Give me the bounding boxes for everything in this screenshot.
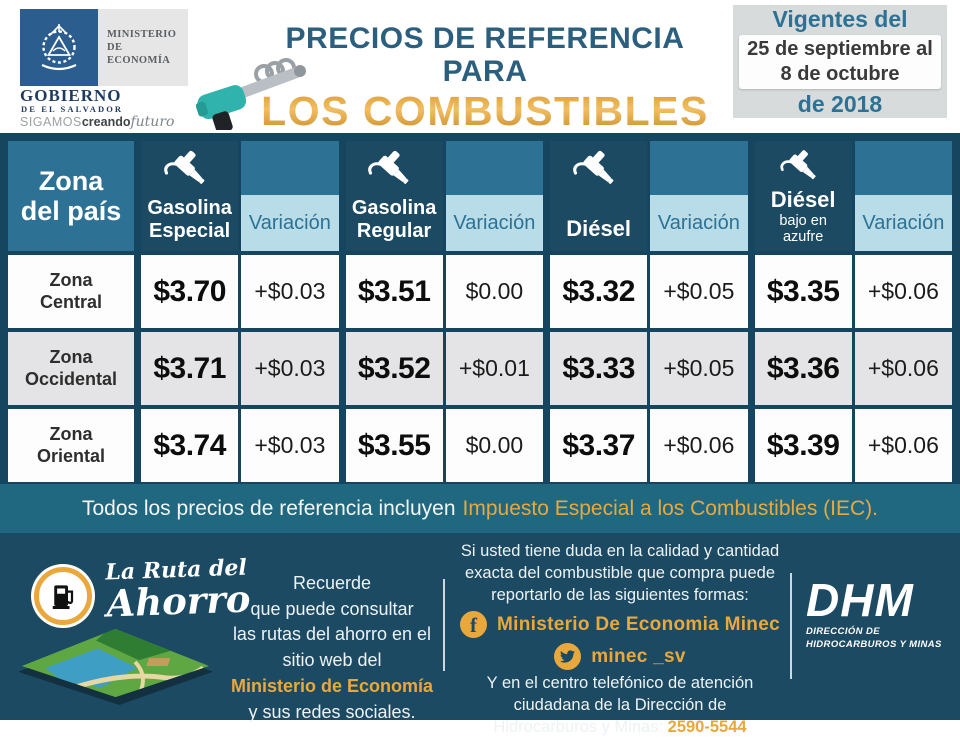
fuel-nozzle-icon xyxy=(368,150,409,184)
column-header-gasolina-regular: Gasolina Regular xyxy=(345,141,443,251)
phone-number: 2590-5544 xyxy=(667,717,747,736)
footer-divider-left xyxy=(443,579,445,671)
price-oriental-diesel: $3.37 xyxy=(550,409,648,482)
footer: La Ruta del Ahorro Recuerde que puede co… xyxy=(0,533,960,736)
variation-oriental-diesel: +$0.06 xyxy=(650,409,748,482)
government-tagline: SIGAMOScreandofuturo xyxy=(20,114,175,130)
iec-note-banner: Todos los precios de referencia incluyen… xyxy=(0,484,960,533)
variation-occidental-gasolina-regular: +$0.01 xyxy=(445,332,543,405)
page-title-line2: LOS COMBUSTIBLES xyxy=(250,88,720,135)
footer-divider-right xyxy=(790,573,792,679)
twitter-handle: minec _sv xyxy=(591,646,686,668)
facebook-icon: f xyxy=(460,611,488,639)
variation-central-diesel-bajo-azufre: +$0.06 xyxy=(854,255,952,328)
price-central-diesel: $3.32 xyxy=(550,255,648,328)
price-oriental-gasolina-especial: $3.74 xyxy=(141,409,239,482)
fuel-nozzle-illustration-icon xyxy=(172,52,312,135)
ministry-line2: DE ECONOMÍA xyxy=(107,41,171,67)
variation-oriental-gasolina-especial: +$0.03 xyxy=(241,409,339,482)
page-title: PRECIOS DE REFERENCIA PARA LOS COMBUSTIB… xyxy=(250,22,720,135)
dhm-subtitle: DIRECCIÓN DE HIDROCARBUROS Y MINAS xyxy=(806,626,942,650)
validity-prefix: Vigentes del xyxy=(772,5,908,32)
page-title-line1: PRECIOS DE REFERENCIA PARA xyxy=(285,22,685,88)
price-oriental-gasolina-regular: $3.55 xyxy=(345,409,443,482)
zone-cell-central: Zona Central xyxy=(8,255,134,328)
header: MINISTERIO DE ECONOMÍA GOBIERNO DE EL SA… xyxy=(0,0,960,135)
reminder-text-block: Recuerde que puede consultar las rutas d… xyxy=(212,571,452,725)
dhm-logo: DHM DIRECCIÓN DE HIDROCARBUROS Y MINAS xyxy=(806,577,954,652)
twitter-row: minec _sv xyxy=(452,643,788,671)
ministry-highlight: Ministerio de Economía xyxy=(230,675,434,696)
variation-central-gasolina-especial: +$0.03 xyxy=(241,255,339,328)
report-contact-block: Si usted tiene duda en la calidad y cant… xyxy=(452,541,788,739)
column-header-gasolina-especial: Gasolina Especial xyxy=(141,141,239,251)
fuel-pump-icon xyxy=(52,585,74,609)
column-header-zone: Zona del país xyxy=(8,141,134,251)
price-occidental-diesel-bajo-azufre: $3.36 xyxy=(754,332,852,405)
variation-occidental-gasolina-especial: +$0.03 xyxy=(241,332,339,405)
price-central-diesel-bajo-azufre: $3.35 xyxy=(754,255,852,328)
twitter-icon xyxy=(554,643,582,671)
variation-occidental-diesel-bajo-azufre: +$0.06 xyxy=(854,332,952,405)
fuel-nozzle-icon xyxy=(572,150,614,184)
column-header-variacion-1: Variación xyxy=(241,141,339,251)
zone-cell-occidental: Zona Occidental xyxy=(8,332,134,405)
validity-dates: 25 de septiembre al 8 de octubre xyxy=(739,34,941,89)
ministry-line1: MINISTERIO xyxy=(107,28,177,40)
price-central-gasolina-regular: $3.51 xyxy=(345,255,443,328)
price-occidental-gasolina-especial: $3.71 xyxy=(141,332,239,405)
column-header-diesel: Diésel xyxy=(550,141,648,251)
column-header-variacion-4: Variación xyxy=(854,141,952,251)
price-occidental-gasolina-regular: $3.52 xyxy=(345,332,443,405)
validity-date-line1: 25 de septiembre al xyxy=(747,37,933,60)
route-map-illustration xyxy=(18,623,213,710)
validity-date-box: Vigentes del 25 de septiembre al 8 de oc… xyxy=(733,5,947,118)
price-table: Zona del país Gasolina Especial xyxy=(8,141,952,482)
price-oriental-diesel-bajo-azufre: $3.39 xyxy=(754,409,852,482)
el-salvador-coat-of-arms-icon xyxy=(20,9,98,86)
price-table-section: Zona del país Gasolina Especial xyxy=(0,133,960,484)
validity-date-line2: 8 de octubre xyxy=(780,62,900,85)
fuel-nozzle-icon xyxy=(163,150,205,184)
variation-oriental-gasolina-regular: $0.00 xyxy=(445,409,543,482)
column-header-variacion-2: Variación xyxy=(445,141,543,251)
variation-oriental-diesel-bajo-azufre: +$0.06 xyxy=(854,409,952,482)
validity-year: de 2018 xyxy=(797,90,883,117)
zone-cell-oriental: Zona Oriental xyxy=(8,409,134,482)
dhm-acronym: DHM xyxy=(806,574,914,626)
price-central-gasolina-especial: $3.70 xyxy=(141,255,239,328)
government-wordmark: GOBIERNO xyxy=(20,86,122,105)
column-header-variacion-3: Variación xyxy=(650,141,748,251)
iec-note-text: Todos los precios de referencia incluyen xyxy=(81,496,456,520)
government-subtitle: DE EL SALVADOR xyxy=(21,104,124,114)
column-header-diesel-bajo-azufre: Diésel bajo en azufre xyxy=(754,141,852,251)
fuel-nozzle-icon xyxy=(780,150,816,180)
ruta-del-ahorro-badge xyxy=(34,567,92,625)
variation-central-diesel: +$0.05 xyxy=(650,255,748,328)
facebook-row: f Ministerio De Economia Minec xyxy=(452,611,788,639)
ministry-name-box: MINISTERIO DE ECONOMÍA xyxy=(98,9,188,86)
phone-line: Hidrocarburos y Minas: 2590-5544 xyxy=(493,717,747,736)
variation-occidental-diesel: +$0.05 xyxy=(650,332,748,405)
variation-central-gasolina-regular: $0.00 xyxy=(445,255,543,328)
iec-note-highlight: Impuesto Especial a los Combustibles (IE… xyxy=(462,496,879,520)
price-occidental-diesel: $3.33 xyxy=(550,332,648,405)
facebook-handle: Ministerio De Economia Minec xyxy=(497,614,780,636)
